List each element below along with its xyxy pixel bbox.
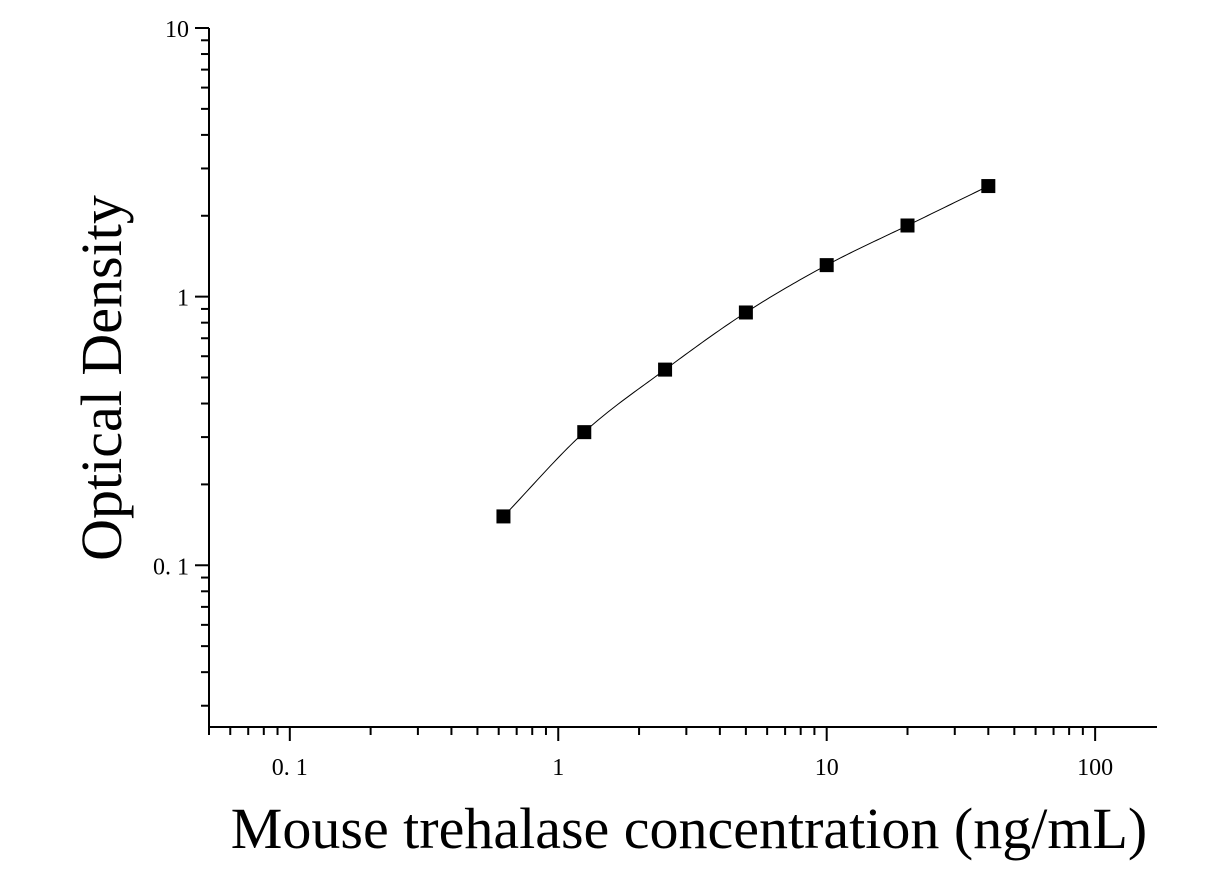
data-points xyxy=(496,179,996,524)
data-point xyxy=(981,179,996,194)
x-tick-label: 10 xyxy=(815,755,839,781)
x-tick-label: 0. 1 xyxy=(272,755,308,781)
x-tick-label: 100 xyxy=(1077,755,1113,781)
data-point xyxy=(738,305,753,320)
y-axis-title: Optical Density xyxy=(69,195,134,561)
data-point xyxy=(658,362,673,377)
fit-curve xyxy=(503,185,989,517)
y-tick-label: 0. 1 xyxy=(153,554,189,580)
x-tick-label: 1 xyxy=(552,755,564,781)
axes xyxy=(208,28,1157,728)
tick-marks xyxy=(195,27,1097,741)
data-point xyxy=(900,218,915,233)
y-tick-label: 1 xyxy=(177,286,189,312)
tick-labels: 0. 1 1 10 100 0. 1 1 10 xyxy=(153,17,1113,781)
data-point xyxy=(577,425,592,440)
y-tick-label: 10 xyxy=(165,17,189,43)
data-point xyxy=(496,509,511,524)
data-point xyxy=(819,258,834,273)
x-axis-title: Mouse trehalase concentration (ng/mL) xyxy=(231,796,1147,861)
